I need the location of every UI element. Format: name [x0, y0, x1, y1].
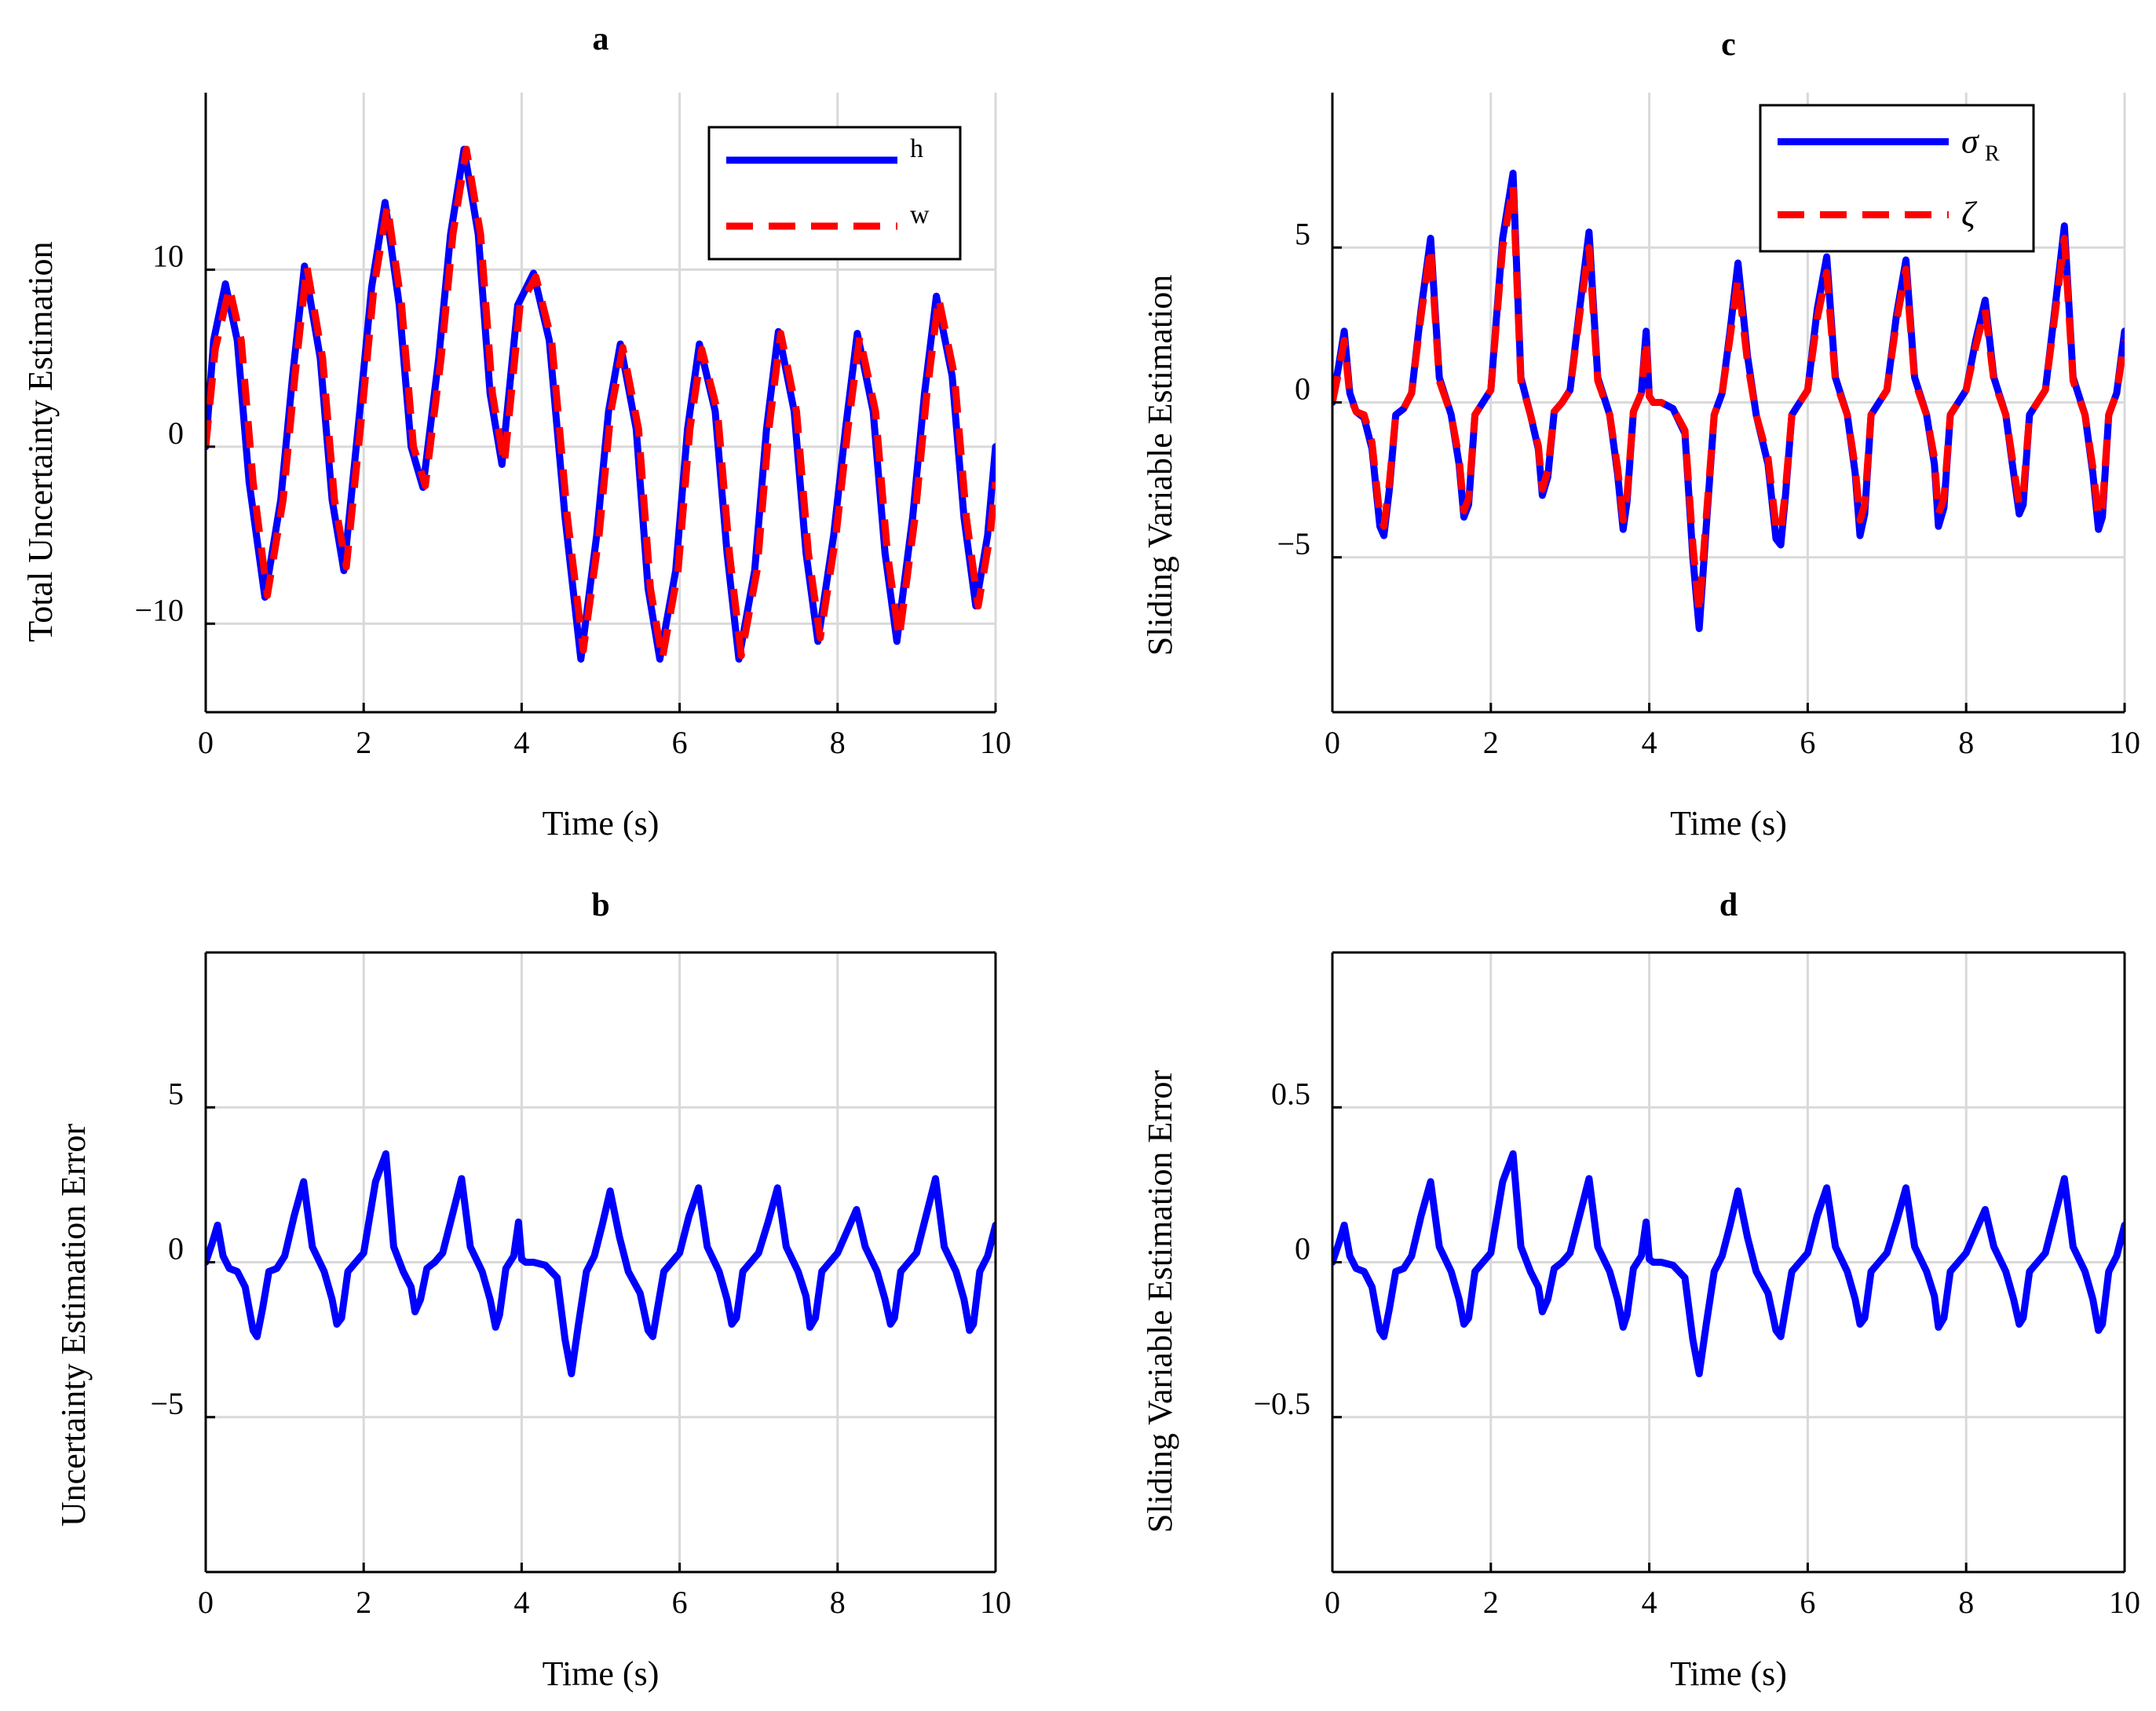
- legend-label: ζ: [1961, 196, 1978, 234]
- y-tick-label: 5: [1295, 216, 1310, 251]
- x-tick-label: 2: [356, 1585, 371, 1620]
- y-tick-label: −5: [150, 1386, 184, 1421]
- x-tick-label: 8: [830, 725, 846, 760]
- y-tick-label: −10: [134, 592, 184, 627]
- y-axis-label: Sliding Variable Estimation Error: [1141, 1069, 1179, 1533]
- y-tick-label: 0.5: [1271, 1076, 1310, 1111]
- y-axis-label: Sliding Variable Estimation: [1141, 275, 1179, 656]
- x-tick-label: 2: [356, 725, 371, 760]
- legend: hw: [707, 126, 962, 261]
- panel-title: a: [593, 21, 609, 57]
- series-line-d-0: [1332, 1150, 2125, 1377]
- panel-title: c: [1721, 27, 1736, 63]
- panels: 0 2 4 6 8 10 −10 0 10 a Time (s) Total Uncertainty …: [21, 21, 2140, 1693]
- x-tick-label: 4: [1642, 1585, 1657, 1620]
- x-axis-label: Time (s): [543, 1654, 660, 1693]
- x-tick-label: 6: [1800, 1585, 1815, 1620]
- x-tick-label: 10: [980, 725, 1011, 760]
- x-tick-label: 10: [2109, 1585, 2140, 1620]
- series-line-c-1: [1332, 181, 2125, 617]
- y-tick-label: −5: [1277, 526, 1310, 561]
- panel-title: b: [591, 887, 609, 923]
- y-tick-label: 0: [1295, 1231, 1310, 1267]
- x-tick-label: 4: [513, 725, 529, 760]
- panel-b: 0 2 4 6 8 10 −5 0 5 b Time (s) Uncertainty Estimati…: [54, 887, 1011, 1693]
- x-tick-label: 8: [830, 1585, 846, 1620]
- x-tick-label: 0: [1325, 1585, 1340, 1620]
- series-line-a-1: [206, 145, 996, 663]
- y-axis-label: Total Uncertainty Estimation: [21, 241, 60, 642]
- x-axis-label: Time (s): [543, 804, 660, 843]
- panel-a: 0 2 4 6 8 10 −10 0 10 a Time (s) Total Uncertainty …: [21, 21, 1011, 843]
- y-axis-label: Uncertainty Estimation Error: [54, 1124, 93, 1527]
- y-tick-label: 5: [168, 1076, 184, 1111]
- x-tick-label: 2: [1483, 1585, 1499, 1620]
- y-tick-label: 10: [152, 238, 184, 273]
- y-tick-label: −0.5: [1253, 1386, 1310, 1421]
- legend-label: w: [910, 200, 930, 229]
- x-axis-label: Time (s): [1670, 1654, 1787, 1693]
- x-tick-label: 2: [1483, 725, 1499, 760]
- x-tick-label: 4: [1642, 725, 1657, 760]
- x-tick-label: 0: [1325, 725, 1340, 760]
- x-tick-label: 4: [513, 1585, 529, 1620]
- panel-title: d: [1719, 887, 1738, 923]
- legend: σ Rζ: [1759, 104, 2035, 253]
- y-tick-label: 0: [168, 415, 184, 451]
- panel-c: 0 2 4 6 8 10 −5 0 5 c Time (s) Sliding Variable Est…: [1141, 27, 2140, 843]
- legend-box: [1759, 104, 2035, 253]
- y-tick-label: 0: [1295, 371, 1310, 407]
- x-tick-label: 8: [1958, 1585, 1974, 1620]
- x-tick-label: 8: [1958, 725, 1974, 760]
- series-line-b-0: [206, 1150, 996, 1377]
- panel-d: 0 2 4 6 8 10 −0.5 0 0.5 d Time (s) Sliding Variable…: [1141, 887, 2140, 1693]
- x-tick-label: 6: [672, 1585, 688, 1620]
- legend-label: h: [910, 134, 923, 163]
- legend-label: σ: [1961, 122, 1980, 161]
- legend-label-subscript: R: [1985, 142, 2000, 166]
- x-tick-label: 0: [198, 1585, 214, 1620]
- x-tick-label: 10: [980, 1585, 1011, 1620]
- x-tick-label: 6: [1800, 725, 1815, 760]
- x-tick-label: 10: [2109, 725, 2140, 760]
- x-tick-label: 6: [672, 725, 688, 760]
- y-tick-label: 0: [168, 1231, 184, 1267]
- x-tick-label: 0: [198, 725, 214, 760]
- x-axis-label: Time (s): [1670, 804, 1787, 843]
- legend-box: [707, 126, 962, 261]
